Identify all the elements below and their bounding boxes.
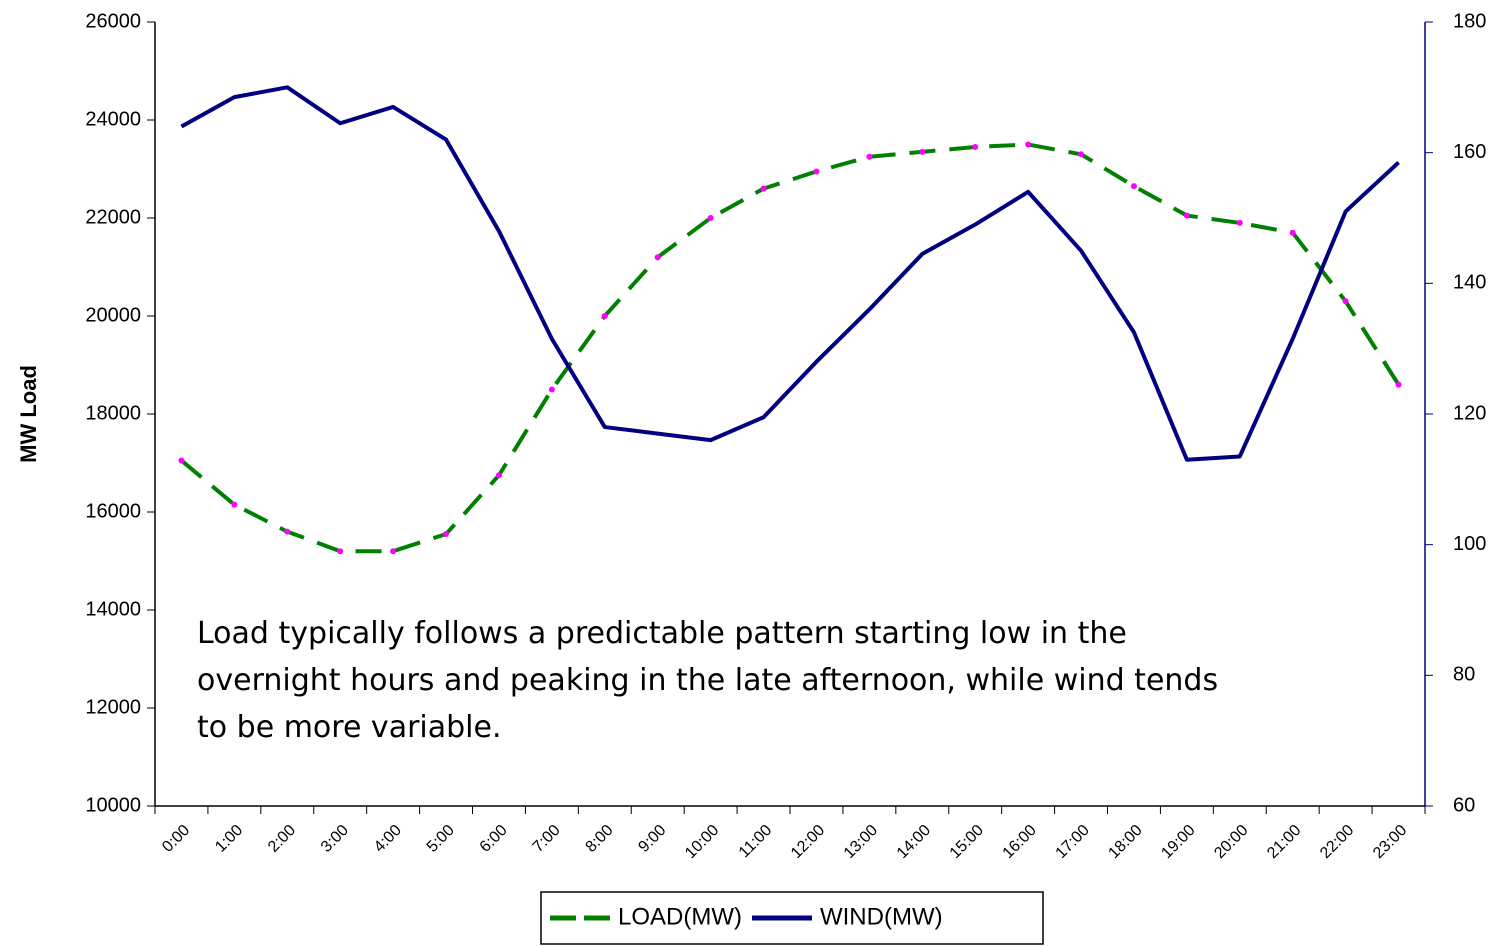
- x-tick-label: 18:00: [1105, 822, 1145, 862]
- point-marker: [1289, 229, 1296, 236]
- x-tick-label: 14:00: [894, 822, 934, 862]
- x-tick-label: 16:00: [1000, 822, 1040, 862]
- point-marker: [919, 148, 926, 155]
- annotation: Load typically follows a predictable pat…: [197, 616, 1127, 651]
- point-marker: [1078, 151, 1085, 158]
- y-tick-label: 20000: [85, 304, 141, 326]
- y-tick-label: 16000: [85, 500, 141, 522]
- point-marker: [284, 528, 291, 535]
- x-tick-label: 5:00: [424, 822, 458, 856]
- point-marker: [760, 185, 767, 192]
- annotation: overnight hours and peaking in the late …: [197, 663, 1218, 698]
- x-tick-label: 21:00: [1264, 822, 1304, 862]
- y-tick-label: 12000: [85, 696, 141, 718]
- x-tick-label: 3:00: [318, 822, 352, 856]
- x-tick-label: 11:00: [736, 822, 776, 862]
- point-marker: [231, 501, 238, 508]
- x-tick-label: 2:00: [265, 822, 299, 856]
- point-marker: [707, 215, 714, 221]
- point-marker: [1395, 381, 1402, 388]
- x-tick-label: 6:00: [477, 822, 511, 856]
- x-tick-label: 13:00: [841, 822, 881, 862]
- y-tick-label: 26000: [85, 10, 141, 32]
- y2-tick-label: 180: [1453, 10, 1486, 32]
- y-axis-label: MW Load: [16, 365, 41, 463]
- y2-tick-label: 120: [1453, 402, 1486, 424]
- y2-tick-label: 160: [1453, 141, 1486, 163]
- point-marker: [548, 386, 555, 393]
- annotation: to be more variable.: [197, 710, 502, 745]
- x-tick-label: 9:00: [635, 822, 669, 856]
- y2-tick-label: 80: [1453, 664, 1475, 686]
- x-tick-label: 22:00: [1317, 822, 1357, 862]
- point-marker: [601, 313, 608, 319]
- x-tick-label: 12:00: [788, 822, 828, 862]
- x-tick-label: 23:00: [1370, 822, 1410, 862]
- y-tick-label: 24000: [85, 108, 141, 130]
- y-tick-label: 10000: [85, 794, 141, 816]
- x-tick-label: 0:00: [159, 822, 193, 856]
- y-tick-label: 14000: [85, 598, 141, 620]
- x-tick-label: 10:00: [682, 822, 722, 862]
- x-tick-label: 1:00: [212, 822, 246, 856]
- x-tick-label: 19:00: [1158, 822, 1198, 862]
- y-tick-label: 22000: [85, 206, 141, 228]
- x-tick-label: 20:00: [1211, 822, 1251, 862]
- x-tick-label: 15:00: [947, 822, 987, 862]
- x-tick-label: 8:00: [583, 822, 617, 856]
- x-tick-label: 4:00: [371, 822, 405, 856]
- point-marker: [178, 457, 185, 464]
- line-series: [180, 142, 1401, 554]
- y2-tick-label: 140: [1453, 272, 1486, 294]
- x-tick-label: 7:00: [530, 822, 564, 856]
- point-marker: [1130, 183, 1137, 190]
- legend: LOAD(MW) WIND(MW): [540, 891, 1044, 945]
- point-marker: [866, 153, 873, 160]
- point-marker: [443, 531, 450, 538]
- y-tick-label: 18000: [85, 402, 141, 424]
- y2-tick-label: 60: [1453, 794, 1475, 816]
- point-marker: [654, 254, 661, 261]
- point-marker: [390, 548, 397, 555]
- point-marker: [1236, 219, 1243, 226]
- point-marker: [813, 168, 820, 175]
- y2-tick-label: 100: [1453, 533, 1486, 555]
- point-marker: [972, 143, 979, 150]
- point-marker: [495, 472, 502, 479]
- point-marker: [1025, 141, 1032, 148]
- point-marker: [1342, 298, 1349, 305]
- line-series: [180, 85, 1400, 462]
- x-tick-label: 17:00: [1053, 822, 1093, 862]
- point-marker: [1183, 212, 1190, 219]
- point-marker: [337, 548, 344, 555]
- legend-label: LOAD(MW): [618, 903, 742, 930]
- legend-label: WIND(MW): [820, 903, 943, 930]
